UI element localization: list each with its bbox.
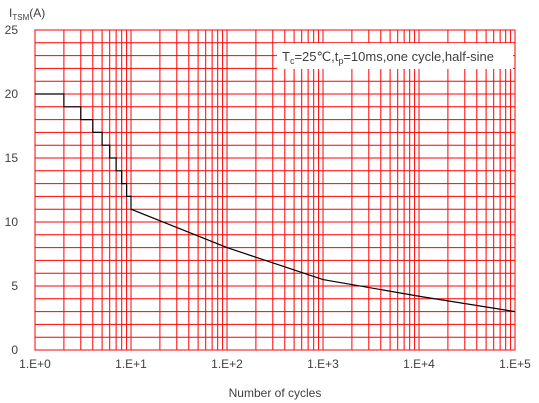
x-tick-label: 1.E+4 — [403, 357, 435, 371]
annotation-box: Tc=25℃,tp=10ms,one cycle,half-sine — [277, 43, 513, 69]
y-axis-label: ITSM(A) — [9, 6, 45, 22]
x-tick-label: 1.E+0 — [19, 357, 51, 371]
y-tick-label: 15 — [5, 151, 19, 165]
x-tick-labels: 1.E+0 1.E+1 1.E+2 1.E+3 1.E+4 1.E+5 — [19, 357, 531, 371]
y-tick-label: 0 — [11, 343, 18, 357]
x-axis-label: Number of cycles — [229, 386, 322, 400]
grid-lines — [35, 30, 515, 350]
x-tick-label: 1.E+3 — [307, 357, 339, 371]
y-tick-labels: 0 5 10 15 20 25 — [5, 23, 19, 357]
series-line — [35, 93, 516, 313]
y-tick-label: 5 — [11, 279, 18, 293]
x-tick-label: 1.E+5 — [499, 357, 531, 371]
annotation-text: Tc=25℃,tp=10ms,one cycle,half-sine — [282, 49, 494, 66]
y-tick-label: 10 — [5, 215, 19, 229]
x-tick-label: 1.E+1 — [115, 357, 147, 371]
plot-frame — [34, 29, 516, 351]
x-tick-label: 1.E+2 — [211, 357, 243, 371]
y-tick-label: 25 — [5, 23, 19, 37]
y-tick-label: 20 — [5, 87, 19, 101]
